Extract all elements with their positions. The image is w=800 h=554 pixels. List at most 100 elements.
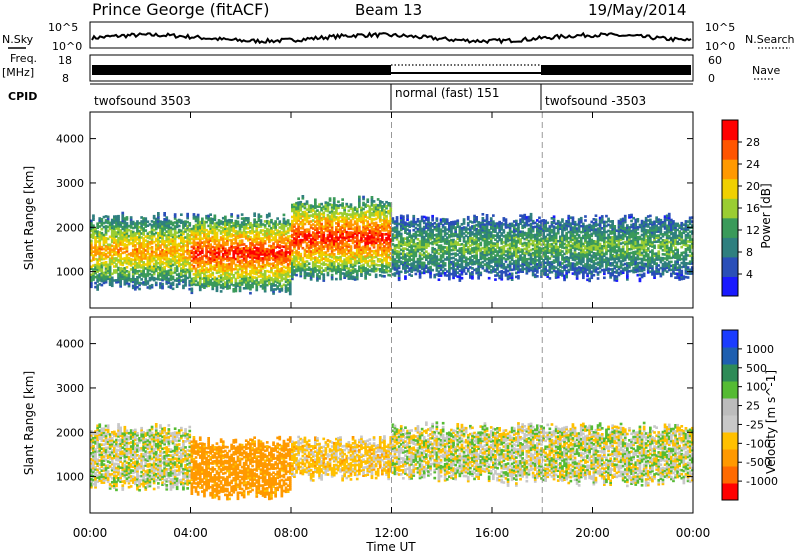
- echo-cell: [192, 273, 196, 276]
- echo-cell: [255, 250, 259, 254]
- echo-cell: [288, 226, 292, 230]
- echo-cell: [464, 262, 468, 265]
- echo-cell: [335, 237, 338, 241]
- echo-cell: [274, 252, 277, 255]
- echo-cell: [104, 255, 108, 258]
- echo-cell: [113, 261, 116, 264]
- echo-cell: [399, 256, 403, 260]
- echo-cell: [224, 285, 227, 288]
- echo-cell: [175, 267, 179, 270]
- echo-cell: [190, 289, 194, 293]
- echo-cell: [320, 202, 323, 206]
- echo-cell: [123, 235, 127, 238]
- echo-cell: [410, 222, 413, 226]
- echo-cell: [311, 257, 315, 260]
- echo-cell: [232, 230, 236, 233]
- echo-cell: [173, 241, 177, 244]
- echo-cell: [102, 275, 106, 279]
- echo-cell: [268, 280, 271, 284]
- echo-cell: [146, 286, 150, 289]
- echo-cell: [427, 222, 430, 226]
- echo-cell: [131, 254, 135, 258]
- echo-cell: [180, 231, 183, 234]
- echo-cell: [270, 234, 273, 238]
- echo-cell: [320, 228, 323, 232]
- echo-cell: [242, 229, 246, 232]
- echo-cell: [360, 246, 363, 250]
- echo-cell: [236, 246, 240, 250]
- echo-cell: [257, 217, 261, 220]
- echo-cell: [159, 230, 162, 233]
- echo-cell: [261, 223, 265, 226]
- echo-cell: [433, 257, 437, 261]
- echo-cell: [483, 245, 487, 248]
- echo-cell: [198, 234, 202, 238]
- echo-cell: [372, 262, 376, 265]
- echo-cell: [177, 260, 181, 264]
- echo-cell: [259, 247, 263, 250]
- echo-cell: [353, 264, 357, 267]
- echo-cell: [362, 245, 365, 249]
- echo-cell: [282, 245, 286, 249]
- echo-cell: [355, 271, 359, 275]
- echo-cell: [152, 256, 156, 260]
- echo-cell: [150, 230, 154, 233]
- echo-cell: [142, 219, 145, 222]
- echo-cell: [244, 227, 248, 230]
- echo-cell: [92, 268, 95, 271]
- echo-cell: [242, 219, 246, 222]
- echo-cell: [489, 221, 493, 224]
- echo-cell: [339, 227, 342, 231]
- echo-cell: [268, 250, 271, 254]
- echo-cell: [318, 247, 321, 250]
- echo-cell: [201, 269, 204, 272]
- echo-cell: [209, 245, 212, 248]
- echo-cell: [165, 244, 169, 247]
- echo-cell: [324, 201, 328, 204]
- echo-cell: [92, 236, 95, 239]
- echo-cell: [370, 243, 374, 247]
- echo-cell: [121, 235, 125, 239]
- echo-cell: [138, 255, 141, 259]
- echo-cell: [347, 213, 351, 216]
- echo-cell: [90, 253, 93, 257]
- echo-cell: [230, 265, 233, 268]
- echo-cell: [98, 247, 102, 250]
- echo-cell: [268, 256, 271, 260]
- echo-cell: [322, 245, 326, 248]
- echo-cell: [234, 221, 238, 225]
- echo-cell: [255, 252, 259, 256]
- echo-cell: [134, 264, 137, 267]
- echo-cell: [230, 233, 233, 236]
- echo-cell: [477, 259, 480, 262]
- echo-cell: [364, 277, 367, 280]
- echo-cell: [458, 275, 462, 278]
- echo-cell: [113, 265, 116, 268]
- echo-cell: [127, 224, 131, 228]
- echo-cell: [236, 216, 240, 220]
- echo-cell: [238, 279, 242, 283]
- echo-cell: [345, 258, 349, 262]
- echo-cell: [182, 232, 185, 236]
- echo-cell: [402, 243, 405, 246]
- echo-cell: [347, 223, 351, 226]
- echo-cell: [393, 272, 397, 275]
- echo-cell: [318, 265, 321, 268]
- echo-cell: [236, 234, 240, 238]
- echo-cell: [240, 235, 244, 238]
- echo-cell: [255, 222, 259, 226]
- echo-cell: [343, 266, 346, 269]
- echo-cell: [106, 225, 110, 229]
- echo-cell: [326, 221, 330, 225]
- echo-cell: [460, 266, 464, 270]
- echo-cell: [100, 261, 104, 265]
- echo-cell: [209, 229, 212, 232]
- echo-cell: [102, 215, 106, 219]
- echo-cell: [343, 208, 346, 212]
- echo-cell: [92, 232, 95, 235]
- echo-cell: [374, 227, 378, 231]
- echo-cell: [345, 218, 349, 222]
- echo-cell: [113, 235, 116, 238]
- echo-cell: [370, 241, 374, 245]
- echo-cell: [213, 278, 217, 281]
